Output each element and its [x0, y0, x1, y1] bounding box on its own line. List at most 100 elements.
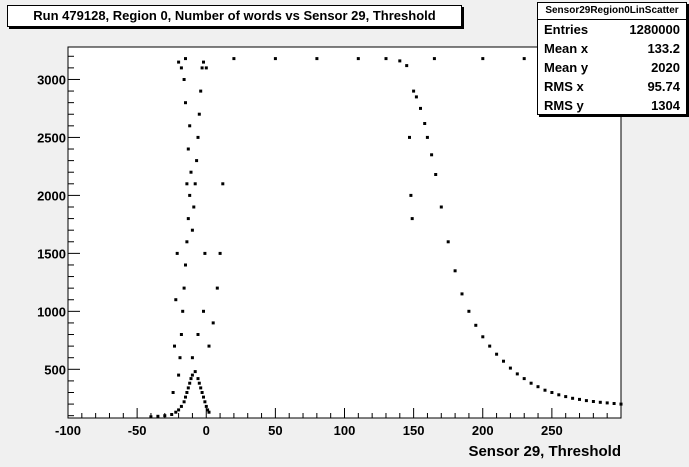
data-point	[619, 402, 623, 406]
x-tick-label: -100	[55, 423, 81, 438]
data-point	[190, 356, 194, 360]
data-point	[204, 404, 208, 408]
data-point	[190, 373, 194, 377]
data-point	[199, 89, 203, 93]
data-point	[189, 377, 193, 381]
data-point	[204, 66, 208, 70]
data-point	[182, 400, 186, 404]
data-point	[218, 251, 222, 255]
data-point	[425, 135, 429, 139]
data-point	[181, 309, 185, 313]
data-point	[185, 182, 189, 186]
data-point	[605, 401, 609, 405]
data-point	[232, 57, 236, 61]
stats-entries-value: 1280000	[629, 22, 680, 37]
data-point	[584, 399, 588, 403]
data-point	[156, 414, 160, 418]
data-point	[557, 393, 561, 397]
data-point	[199, 386, 203, 390]
data-point	[215, 286, 219, 290]
data-point	[453, 269, 457, 273]
data-point	[189, 170, 193, 174]
data-point	[207, 410, 211, 414]
x-tick-label: 150	[403, 423, 425, 438]
data-point	[384, 57, 388, 61]
data-point	[467, 309, 471, 313]
x-axis: -100 -50 0 50 100 150 200 250	[55, 408, 622, 438]
stats-box: Sensor29Region0LinScatter Entries 128000…	[537, 2, 687, 115]
data-point	[550, 391, 554, 394]
data-point	[185, 391, 189, 394]
data-point	[423, 122, 427, 125]
data-point	[522, 377, 526, 381]
stats-meanx-value: 133.2	[647, 41, 680, 56]
stats-rmsy-label: RMS y	[544, 98, 584, 113]
stats-meany-label: Mean y	[544, 60, 589, 75]
data-point	[598, 400, 602, 404]
data-point	[174, 410, 178, 414]
stats-name: Sensor29Region0LinScatter	[538, 3, 686, 20]
x-tick-label: -50	[128, 423, 147, 438]
data-point	[408, 135, 411, 139]
data-point	[571, 396, 575, 400]
data-point	[612, 402, 616, 405]
data-point	[405, 64, 409, 68]
data-point	[409, 193, 413, 197]
data-point	[182, 78, 186, 81]
plot-area	[67, 46, 622, 419]
data-point	[221, 182, 225, 186]
chart-title: Run 479128, Region 0, Number of words vs…	[7, 5, 462, 27]
data-point	[430, 153, 434, 157]
x-axis-label: Sensor 29, Threshold	[468, 443, 621, 460]
stats-meany-row: Mean y 2020	[538, 58, 686, 77]
data-point	[179, 333, 183, 336]
data-point	[179, 66, 183, 70]
data-point	[481, 335, 485, 339]
data-point	[193, 370, 197, 374]
data-point	[196, 333, 200, 336]
data-point	[398, 59, 402, 63]
data-point	[170, 413, 174, 416]
data-point	[200, 391, 204, 394]
data-point	[184, 263, 187, 267]
data-point	[434, 173, 438, 176]
data-point	[178, 356, 182, 360]
data-point	[578, 397, 581, 401]
data-point	[171, 391, 175, 394]
data-point	[439, 205, 443, 209]
data-point	[177, 60, 181, 64]
y-tick-label: 2000	[37, 188, 66, 203]
y-tick-label: 3000	[37, 72, 66, 87]
data-point	[174, 298, 178, 302]
data-point	[200, 66, 204, 70]
data-point	[196, 135, 200, 139]
data-point	[182, 286, 186, 290]
data-point	[185, 240, 189, 244]
data-point	[188, 381, 192, 385]
stats-meanx-row: Mean x 133.2	[538, 39, 686, 58]
data-point	[184, 57, 187, 61]
stats-rmsx-row: RMS x 95.74	[538, 77, 686, 96]
y-tick-label: 1000	[37, 304, 66, 319]
data-point	[419, 106, 422, 110]
stats-rmsx-label: RMS x	[544, 79, 584, 94]
data-point	[432, 57, 436, 61]
data-point	[203, 400, 207, 404]
data-point	[173, 344, 176, 348]
data-point	[203, 251, 207, 255]
data-point	[202, 395, 205, 399]
data-point	[202, 60, 205, 64]
stats-rmsy-value: 1304	[651, 98, 680, 113]
y-tick-label: 500	[44, 362, 66, 377]
data-point	[356, 57, 360, 61]
data-point	[177, 408, 181, 412]
x-tick-label: 50	[268, 423, 282, 438]
stats-meanx-label: Mean x	[544, 41, 589, 56]
data-point	[591, 400, 595, 403]
data-point	[184, 101, 187, 105]
data-point	[196, 377, 200, 381]
data-point	[206, 408, 210, 412]
data-point	[186, 147, 190, 151]
data-point	[188, 193, 192, 197]
